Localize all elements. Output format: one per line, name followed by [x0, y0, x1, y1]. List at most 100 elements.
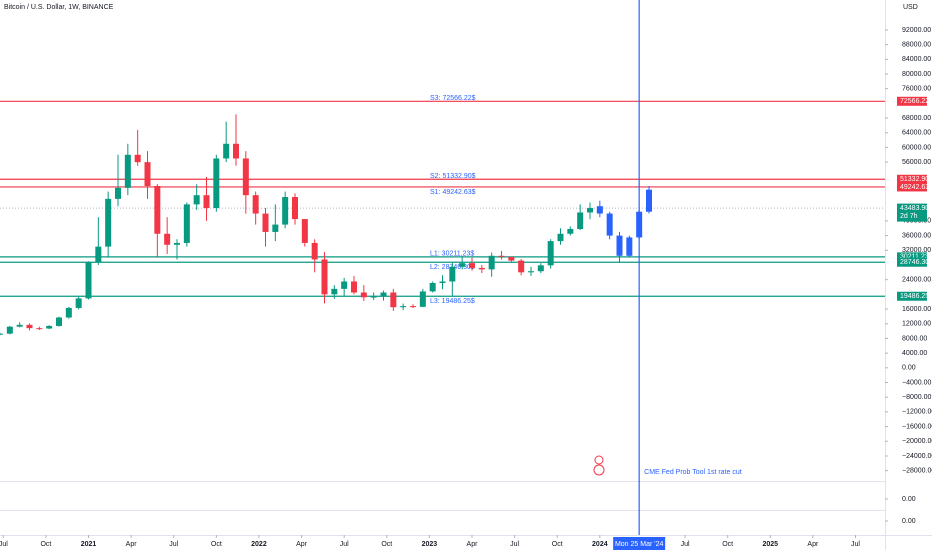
price-tag — [897, 252, 927, 262]
candle-body — [449, 266, 456, 282]
x-tick-label: Apr — [807, 541, 819, 548]
candle-body — [469, 263, 475, 268]
candle-body — [105, 198, 112, 247]
candle-body — [252, 195, 259, 214]
currency-label: USD — [903, 4, 918, 11]
event-icon[interactable] — [593, 464, 605, 476]
candle-body — [439, 281, 446, 283]
x-tick-label: Jul — [340, 541, 349, 548]
y-tick-label: 8000.00 — [902, 335, 927, 342]
candle-body — [429, 282, 436, 292]
y-tick-label: 24000.00 — [902, 277, 931, 284]
candle-body — [567, 228, 574, 234]
y-tick-label: 88000.00 — [902, 41, 931, 48]
x-tick-label: Oct — [381, 541, 392, 548]
candle-body — [292, 197, 298, 220]
y-tick-label: 84000.00 — [902, 56, 931, 63]
x-tick-label: 2024 — [592, 541, 608, 548]
candle-body — [26, 324, 33, 329]
candle-body — [262, 213, 269, 232]
y-tick-label: 76000.00 — [902, 86, 931, 93]
x-tick-label: Jul — [169, 541, 178, 548]
crosshair-date-tag — [613, 537, 666, 550]
y-tick-label: −12000.00 — [902, 409, 932, 416]
candle-body — [646, 189, 652, 212]
x-tick-label: 2022 — [251, 541, 267, 548]
x-tick-label: Jul — [681, 541, 690, 548]
y-tick-label: 32000.00 — [902, 247, 931, 254]
candle-body — [233, 143, 239, 159]
event-note: CME Fed Prob Tool 1st rate cut — [644, 469, 742, 476]
y-tick-label: 0.00 — [902, 496, 916, 503]
x-tick-label: 2023 — [422, 541, 438, 548]
x-tick-label: Jul — [0, 541, 8, 548]
candle-body — [16, 324, 23, 327]
y-tick-label: 12000.00 — [902, 321, 931, 328]
candle-body — [478, 267, 485, 270]
price-tag-label: 49242.63 — [900, 184, 929, 191]
candle-body — [56, 317, 62, 326]
x-tick-label: Oct — [552, 541, 563, 548]
candle-body — [134, 154, 141, 163]
candle-body — [223, 143, 230, 159]
price-tag-label: 19486.25 — [900, 293, 929, 300]
price-tag-label: 51332.90 — [900, 176, 929, 183]
y-tick-label: 60000.00 — [902, 144, 931, 151]
candle-body — [331, 288, 338, 295]
candle-body — [0, 333, 3, 335]
candle-body — [557, 233, 564, 242]
candle-body — [351, 281, 357, 293]
candle-body — [616, 235, 623, 256]
x-tick-label: Apr — [296, 541, 308, 548]
candle-body — [508, 256, 515, 261]
y-tick-label: 92000.00 — [902, 27, 931, 34]
y-tick-label: −4000.00 — [902, 379, 931, 386]
candle-body — [282, 197, 289, 225]
candle-body — [154, 186, 161, 234]
y-tick-label: 68000.00 — [902, 115, 931, 122]
candle-body — [488, 255, 495, 270]
price-tag — [897, 257, 927, 267]
candle-body — [36, 328, 43, 330]
x-tick-label: 2021 — [81, 541, 97, 548]
y-tick-label: 4000.00 — [902, 350, 927, 357]
candle-body — [193, 195, 200, 205]
x-tick-label: Oct — [40, 541, 51, 548]
candle-body — [272, 224, 279, 232]
candle-body — [164, 233, 171, 245]
candle-body — [203, 195, 210, 209]
level-label: S3: 72566.22$ — [430, 95, 476, 102]
price-tag-label: 43483.90 — [900, 205, 929, 212]
candle-body — [498, 255, 505, 257]
price-tag — [897, 182, 927, 192]
candle-body — [301, 219, 308, 243]
candle-body — [596, 206, 603, 214]
x-tick-label: Oct — [211, 541, 222, 548]
y-tick-label: −16000.00 — [902, 423, 932, 430]
candle-body — [370, 296, 377, 298]
x-tick-label: Apr — [126, 541, 138, 548]
y-tick-label: 0.00 — [902, 365, 916, 372]
candle-body — [410, 306, 416, 308]
candle-body — [537, 265, 544, 272]
candle-body — [518, 260, 525, 273]
candle-body — [400, 306, 407, 308]
candle-body — [6, 326, 13, 334]
candle-body — [174, 242, 180, 245]
candle-body — [341, 281, 348, 289]
candle-body — [547, 241, 554, 266]
y-tick-label: −24000.00 — [902, 453, 932, 460]
price-tag-label: 28746.30 — [900, 259, 929, 266]
level-label: S2: 51332.90$ — [430, 173, 476, 180]
candle-body — [85, 262, 92, 299]
countdown-label: 2d 7h — [900, 213, 918, 220]
crosshair-date-label: Mon 25 Mar '24 — [615, 541, 664, 548]
y-tick-label: 0.00 — [902, 518, 916, 525]
candle-body — [124, 154, 131, 188]
y-tick-label: 64000.00 — [902, 130, 931, 137]
event-icon[interactable] — [594, 455, 604, 465]
x-tick-label: Jul — [510, 541, 519, 548]
candle-body — [587, 208, 593, 213]
